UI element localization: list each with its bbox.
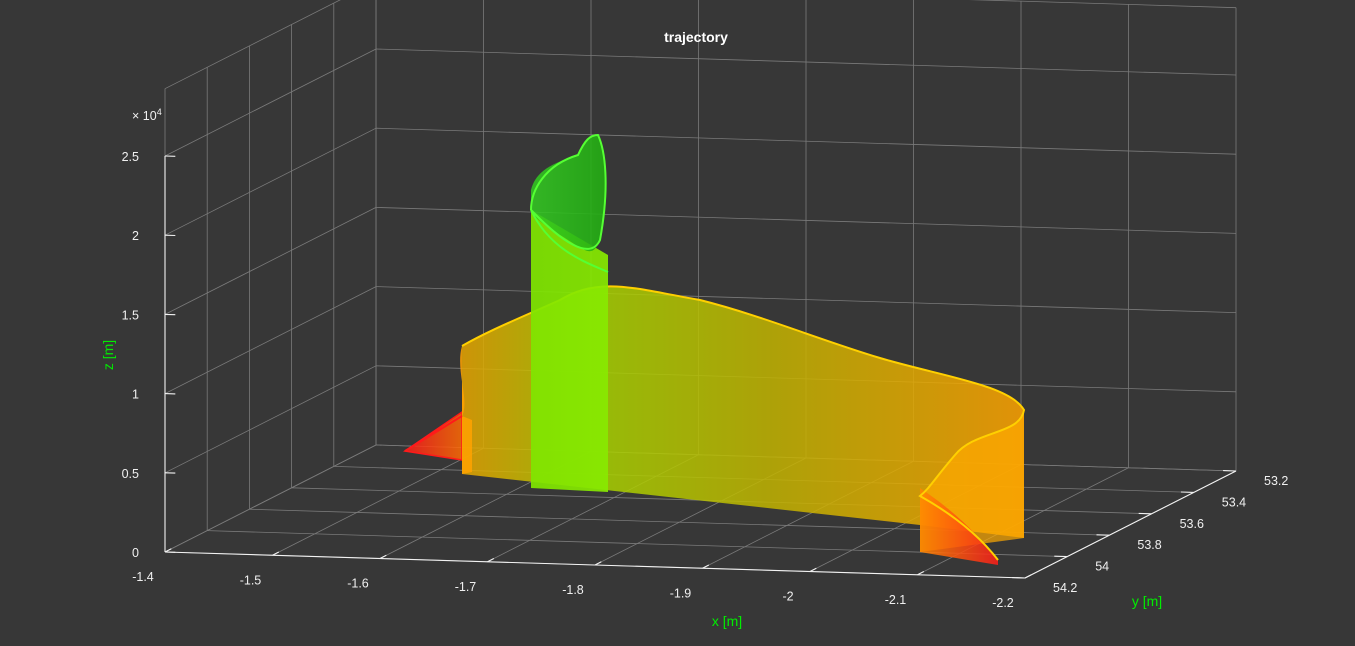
y-axis-label: y [m] [1132, 593, 1162, 609]
z-exponent-power: 4 [157, 107, 162, 117]
x-tick-mark [379, 554, 387, 559]
grid-line [164, 48, 377, 157]
z-axis-label: z [m] [100, 340, 116, 370]
x-tick-label: -2.2 [992, 596, 1014, 610]
grid-line [375, 127, 1237, 155]
grid-line [272, 447, 484, 556]
x-tick-mark [702, 564, 710, 569]
grid-line [164, 365, 377, 474]
x-tick-label: -1.8 [562, 583, 584, 597]
y-tick-label: 53.8 [1137, 538, 1161, 552]
grid-line [375, 207, 1237, 234]
x-tick-mark [594, 561, 602, 566]
x-tick-mark [487, 558, 495, 563]
grid-line [164, 207, 377, 315]
tick-labels: -1.4 -1.5 -1.6 -1.7 -1.8 -1.9 -2 -2.1 -2.2 53.2 53… [122, 150, 1289, 610]
x-tick-mark [272, 551, 280, 556]
x-tick-label: -1.9 [670, 586, 692, 600]
x-tick-label: -2.1 [885, 593, 907, 607]
grid-line [375, 286, 1237, 313]
trajectory-line-low-left [404, 415, 463, 452]
axis-lines [164, 155, 1237, 579]
z-tick-label: 0.5 [122, 467, 139, 481]
x-tick-label: -1.6 [347, 577, 369, 591]
x-tick-label: -1.7 [455, 580, 477, 594]
x-tick-label: -1.4 [132, 570, 154, 584]
y-tick-label: 54 [1095, 560, 1109, 574]
y-tick-label: 53.6 [1180, 517, 1204, 531]
x-tick-mark [1024, 574, 1032, 579]
z-tick-label: 0 [132, 546, 139, 560]
z-tick-label: 1 [132, 388, 139, 402]
x-tick-mark [809, 567, 817, 572]
z-exponent-base: × 10 [132, 109, 157, 123]
z-tick-label: 2 [132, 229, 139, 243]
y-tick-label: 54.2 [1053, 581, 1077, 595]
grid-line [164, 127, 377, 236]
trajectory-ribbon [403, 133, 1026, 565]
grid-line [164, 444, 377, 553]
z-tick-label: 2.5 [122, 150, 139, 164]
x-tick-label: -2 [782, 590, 793, 604]
x-tick-label: -1.5 [240, 573, 262, 587]
trajectory-line-high [530, 133, 609, 273]
grid-line [375, 48, 1237, 76]
ribbon-segment-low-left [403, 410, 463, 461]
ribbon-segment-high [531, 210, 608, 492]
x-tick-mark [917, 571, 925, 576]
z-exponent-label: × 104 [132, 107, 162, 123]
chart-title: trajectory [664, 29, 728, 45]
grid-line [968, 0, 1237, 9]
ribbon-top-loop [531, 135, 606, 252]
x-axis-label: x [m] [712, 613, 742, 629]
y-tick-label: 53.4 [1222, 495, 1246, 509]
grid-line [164, 0, 341, 90]
y-tick-label: 53.2 [1264, 474, 1288, 488]
grid-line [164, 286, 377, 394]
z-tick-label: 1.5 [122, 308, 139, 322]
x-tick-mark [164, 548, 172, 553]
ribbon-curl-left [460, 346, 472, 474]
y-axis-line [1024, 470, 1237, 579]
